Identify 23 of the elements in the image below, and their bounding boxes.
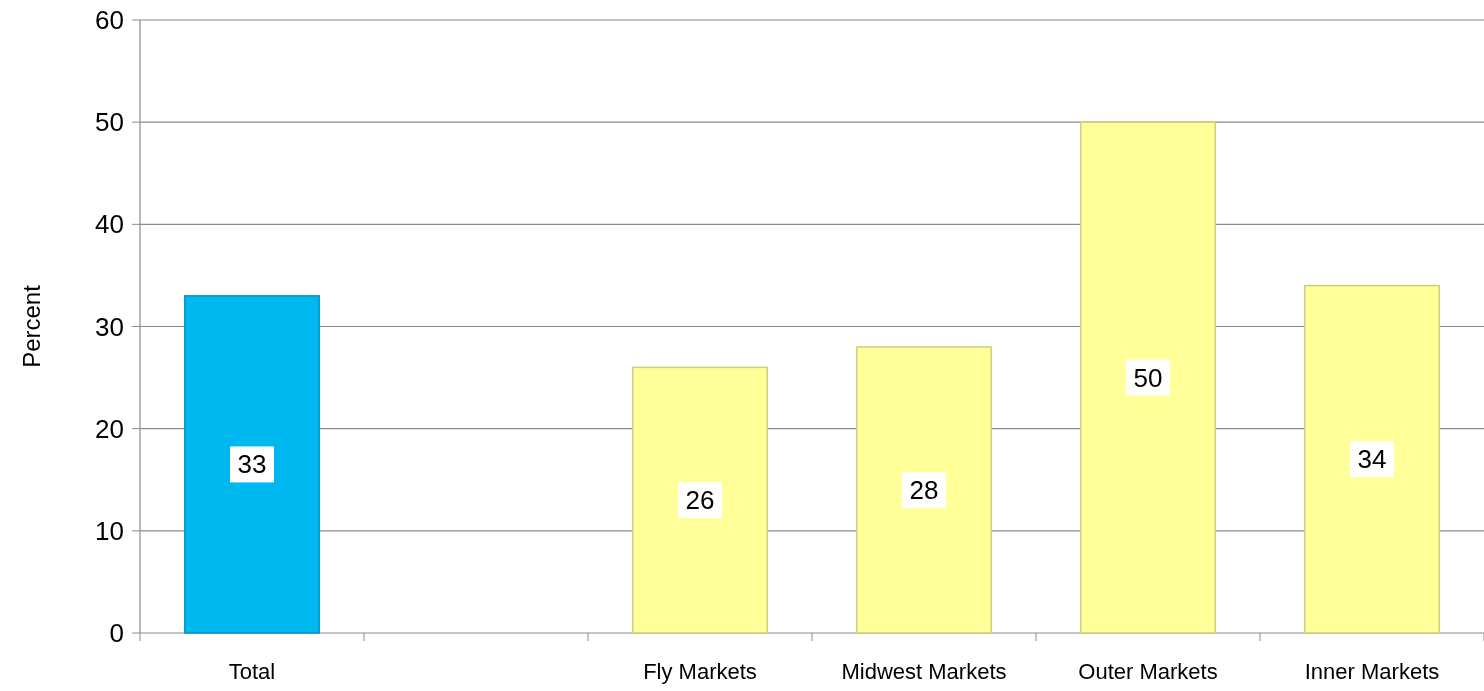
data-label: 50 (1133, 362, 1163, 393)
x-tick-label: Total (228, 659, 276, 684)
y-tick-label: 60 (95, 5, 124, 35)
bar (1304, 284, 1440, 634)
bar (632, 366, 768, 634)
x-tick-label: Fly Markets (643, 659, 757, 684)
y-tick-label: 50 (95, 107, 124, 138)
bar (184, 295, 320, 634)
y-tick-label: 30 (95, 311, 124, 342)
data-label: 33 (237, 449, 267, 480)
y-tick-label: 10 (95, 515, 124, 546)
x-tick-label: Inner Markets (1304, 659, 1440, 684)
data-label: 28 (909, 474, 939, 505)
bar (856, 346, 992, 634)
data-label: 26 (685, 485, 715, 516)
x-tick-label: Midwest Markets (841, 659, 1007, 684)
y-tick-label: 0 (109, 618, 124, 648)
x-tick-label: Outer Markets (1078, 659, 1218, 684)
y-tick-label: 40 (95, 209, 124, 240)
y-axis-title: Percent (18, 284, 45, 368)
y-tick-label: 20 (95, 413, 124, 444)
data-label: 34 (1357, 444, 1387, 475)
bar (1080, 121, 1216, 634)
